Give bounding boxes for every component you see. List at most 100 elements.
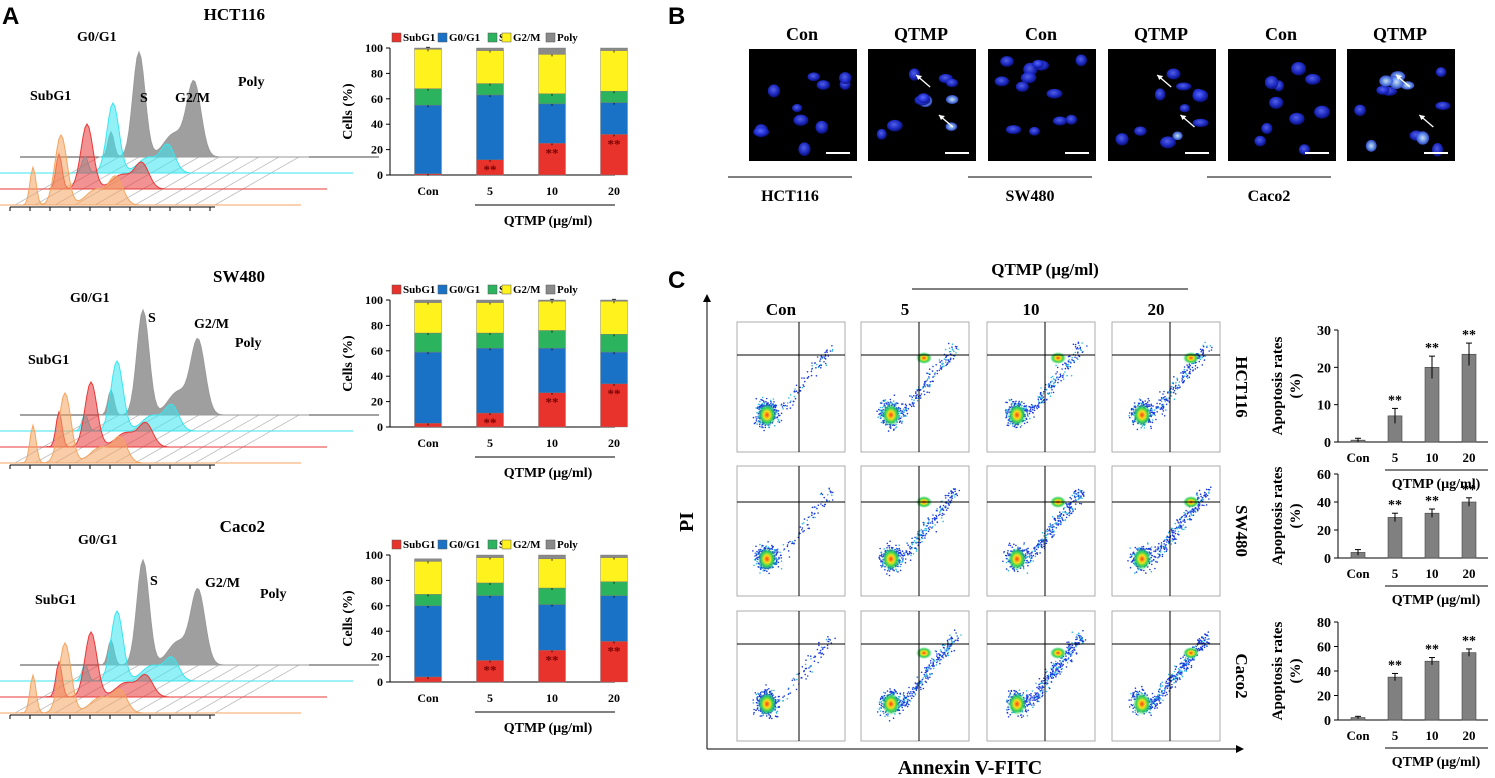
legend-swatch	[501, 284, 512, 295]
event-dot	[1077, 491, 1079, 494]
legend-label: Poly	[557, 284, 578, 296]
nucleus	[1179, 104, 1190, 113]
peak-label: SubG1	[28, 353, 69, 368]
legend-label: G0/G1	[449, 284, 480, 296]
event-dot	[816, 507, 818, 510]
event-dot	[1077, 352, 1079, 354]
event-dot	[909, 395, 911, 397]
density-core	[882, 404, 900, 426]
event-dot	[1127, 560, 1129, 562]
legend-label: Poly	[557, 32, 578, 44]
event-dot	[901, 554, 903, 556]
event-dot	[879, 406, 882, 409]
event-dot	[1148, 400, 1150, 402]
event-dot	[1173, 389, 1176, 392]
event-dot	[1040, 387, 1042, 389]
event-dot	[1051, 536, 1053, 539]
event-dot	[1162, 405, 1165, 408]
event-dot	[766, 688, 768, 691]
event-dot	[914, 536, 916, 539]
event-dot	[1049, 386, 1051, 389]
event-dot	[810, 374, 813, 377]
peak-label: G2/M	[194, 317, 229, 332]
histogram-trace	[72, 609, 283, 682]
event-dot	[920, 536, 923, 539]
event-dot	[920, 393, 923, 395]
event-dot	[1174, 537, 1176, 540]
event-dot	[756, 423, 758, 425]
event-dot	[1161, 553, 1164, 556]
event-dot	[1012, 425, 1014, 427]
event-dot	[773, 405, 775, 407]
event-dot	[1171, 527, 1174, 530]
dot-plot	[1111, 465, 1221, 597]
event-dot	[1083, 491, 1085, 494]
y-tick-label: 20	[371, 143, 383, 157]
event-dot	[879, 547, 881, 550]
event-dot	[876, 410, 878, 413]
event-dot	[1185, 373, 1188, 375]
y-tick-label: 40	[371, 624, 383, 638]
event-dot	[1184, 526, 1186, 529]
event-dot	[1073, 490, 1076, 493]
y-tick-label: 80	[371, 318, 383, 332]
event-dot	[926, 391, 928, 394]
dot-plot-frame	[736, 321, 846, 453]
event-dot	[1150, 427, 1152, 430]
event-dot	[1130, 555, 1133, 557]
event-dot	[1045, 538, 1048, 541]
event-dot	[1068, 514, 1070, 517]
event-dot	[907, 407, 910, 410]
event-dot	[1074, 356, 1076, 359]
event-dot	[1171, 534, 1174, 536]
event-dot	[1199, 503, 1201, 505]
event-dot	[1062, 508, 1065, 510]
event-dot	[1194, 368, 1197, 370]
event-dot	[1182, 520, 1184, 522]
event-dot	[792, 684, 795, 686]
event-dot	[1074, 492, 1076, 495]
event-dot	[817, 504, 820, 507]
event-dot	[921, 535, 924, 537]
event-dot	[1164, 400, 1167, 403]
event-dot	[1210, 486, 1212, 489]
event-dot	[1134, 405, 1136, 407]
event-dot	[919, 397, 922, 399]
event-dot	[1064, 519, 1067, 521]
event-dot	[947, 502, 950, 505]
event-dot	[923, 529, 926, 532]
event-dot	[807, 655, 809, 657]
event-dot	[1046, 540, 1048, 542]
event-dot	[1055, 364, 1057, 367]
event-dot	[1164, 547, 1167, 549]
event-dot	[927, 530, 930, 533]
event-dot	[1013, 425, 1016, 428]
event-dot	[929, 373, 931, 376]
peak-label: S	[140, 91, 148, 106]
event-dot	[1064, 511, 1066, 513]
event-dot	[882, 405, 885, 407]
event-dot	[889, 540, 891, 542]
event-dot	[928, 383, 930, 386]
event-dot	[806, 371, 809, 373]
event-dot	[760, 568, 762, 571]
bar-segment	[538, 299, 566, 302]
event-dot	[1206, 494, 1209, 497]
event-dot	[949, 357, 952, 360]
event-dot	[1007, 422, 1009, 424]
event-dot	[903, 409, 906, 412]
event-dot	[1057, 378, 1060, 381]
event-dot	[1074, 496, 1076, 499]
event-dot	[1198, 489, 1201, 492]
event-dot	[1004, 410, 1007, 412]
event-dot	[1139, 399, 1142, 402]
event-dot	[772, 398, 775, 400]
event-dot	[924, 537, 926, 539]
nucleus	[1166, 68, 1181, 80]
event-dot	[911, 537, 913, 540]
event-dot	[958, 489, 961, 492]
event-dot	[773, 401, 775, 403]
event-dot	[752, 550, 754, 552]
event-dot	[934, 524, 936, 526]
event-dot	[902, 403, 904, 405]
